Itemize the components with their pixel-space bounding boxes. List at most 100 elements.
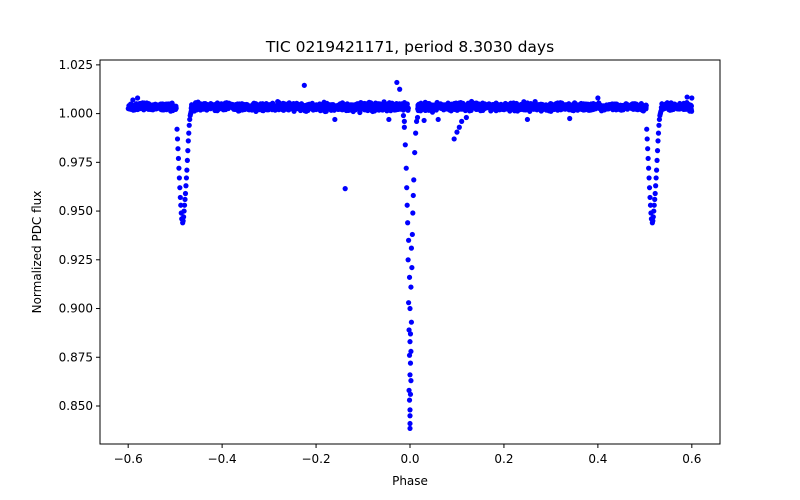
outlier-point <box>301 82 307 88</box>
x-tick-label: 0.0 <box>400 452 419 466</box>
primary-eclipse-point <box>411 177 417 183</box>
baseline-point <box>430 103 436 109</box>
secondary-eclipse-point <box>178 202 184 208</box>
baseline-point <box>415 103 421 109</box>
baseline-point <box>508 101 515 107</box>
secondary-eclipse-point <box>174 136 181 142</box>
baseline-point <box>302 105 308 111</box>
secondary-eclipse-point <box>178 210 184 216</box>
outlier-point <box>459 118 465 124</box>
baseline-point <box>423 105 429 111</box>
primary-eclipse-point <box>406 327 412 333</box>
baseline-point <box>194 103 200 109</box>
secondary-eclipse-point <box>653 175 659 181</box>
y-tick-label: 0.975 <box>59 155 93 169</box>
baseline-point <box>597 105 603 111</box>
primary-eclipse-point <box>405 300 412 306</box>
baseline-point <box>444 104 451 111</box>
baseline-point <box>223 106 229 113</box>
baseline-point <box>434 103 440 109</box>
primary-eclipse-point <box>408 319 415 325</box>
baseline-point <box>506 106 512 112</box>
y-tick-label: 0.850 <box>59 399 93 413</box>
primary-eclipse-point <box>402 142 408 148</box>
baseline-point <box>501 104 507 110</box>
secondary-eclipse-point <box>174 126 180 132</box>
primary-eclipse-point <box>410 192 416 199</box>
primary-eclipse-point <box>408 245 415 251</box>
baseline-point <box>166 103 172 109</box>
baseline-point <box>674 106 681 112</box>
baseline-point <box>583 101 589 107</box>
primary-eclipse-point <box>407 331 414 337</box>
baseline-point <box>331 102 337 108</box>
primary-eclipse-point <box>407 407 413 413</box>
baseline-point <box>152 101 158 107</box>
baseline-point <box>461 104 467 110</box>
baseline-point <box>521 102 528 108</box>
baseline-point <box>571 100 578 106</box>
secondary-eclipse-point <box>181 202 188 208</box>
outlier-point <box>567 115 573 122</box>
secondary-eclipse-point <box>176 165 182 171</box>
y-tick-label: 0.900 <box>59 302 93 316</box>
secondary-eclipse-point <box>651 202 657 208</box>
outlier-point <box>134 95 141 101</box>
baseline-point <box>371 104 377 110</box>
secondary-eclipse-point <box>185 138 191 144</box>
baseline-point <box>539 103 545 109</box>
baseline-point <box>575 102 582 109</box>
baseline-point <box>255 106 261 112</box>
outlier-point <box>130 97 136 103</box>
secondary-eclipse-point <box>653 167 660 173</box>
baseline-point <box>362 105 369 111</box>
primary-eclipse-point <box>401 124 407 130</box>
outlier-point <box>342 186 348 192</box>
outlier-point <box>421 117 427 124</box>
secondary-eclipse-point <box>658 109 664 115</box>
primary-eclipse-point <box>407 360 414 366</box>
primary-eclipse-point <box>405 237 412 243</box>
secondary-eclipse-point <box>183 183 189 189</box>
baseline-point <box>172 106 178 112</box>
baseline-point <box>159 106 165 112</box>
baseline-point <box>552 103 558 109</box>
secondary-eclipse-point <box>185 148 191 154</box>
x-tick-label: 0.4 <box>588 452 607 466</box>
baseline-point <box>393 104 399 110</box>
data-points <box>125 79 695 432</box>
baseline-point <box>198 104 204 110</box>
secondary-eclipse-point <box>183 175 190 181</box>
baseline-point <box>592 106 599 112</box>
baseline-point <box>277 105 284 112</box>
baseline-point <box>570 104 577 110</box>
baseline-point <box>384 106 391 113</box>
secondary-eclipse-point <box>175 155 182 162</box>
baseline-point <box>350 104 357 110</box>
secondary-eclipse-point <box>177 194 183 201</box>
secondary-eclipse-point <box>652 190 658 197</box>
secondary-eclipse-point <box>646 175 652 181</box>
secondary-eclipse-point <box>179 216 185 222</box>
primary-eclipse-point <box>414 114 421 121</box>
outlier-point <box>435 116 441 123</box>
secondary-eclipse-point <box>655 138 661 144</box>
baseline-point <box>205 103 211 109</box>
y-axis: 0.850 0.875 0.900 0.925 0.950 0.975 1.000 1.025 <box>59 58 100 413</box>
secondary-eclipse-point <box>644 136 650 142</box>
primary-eclipse-point <box>407 372 413 378</box>
baseline-point <box>531 106 537 112</box>
baseline-point <box>229 103 235 109</box>
baseline-point <box>556 100 562 107</box>
baseline-point <box>265 107 271 113</box>
baseline-point <box>562 105 569 112</box>
primary-eclipse-point <box>407 420 413 427</box>
baseline-point <box>487 104 493 110</box>
outlier-point <box>401 118 407 124</box>
baseline-point <box>341 104 347 110</box>
primary-eclipse-point <box>406 274 413 280</box>
x-tick-label: −0.6 <box>114 452 143 466</box>
primary-eclipse-point <box>409 231 415 238</box>
baseline-point <box>601 105 607 112</box>
